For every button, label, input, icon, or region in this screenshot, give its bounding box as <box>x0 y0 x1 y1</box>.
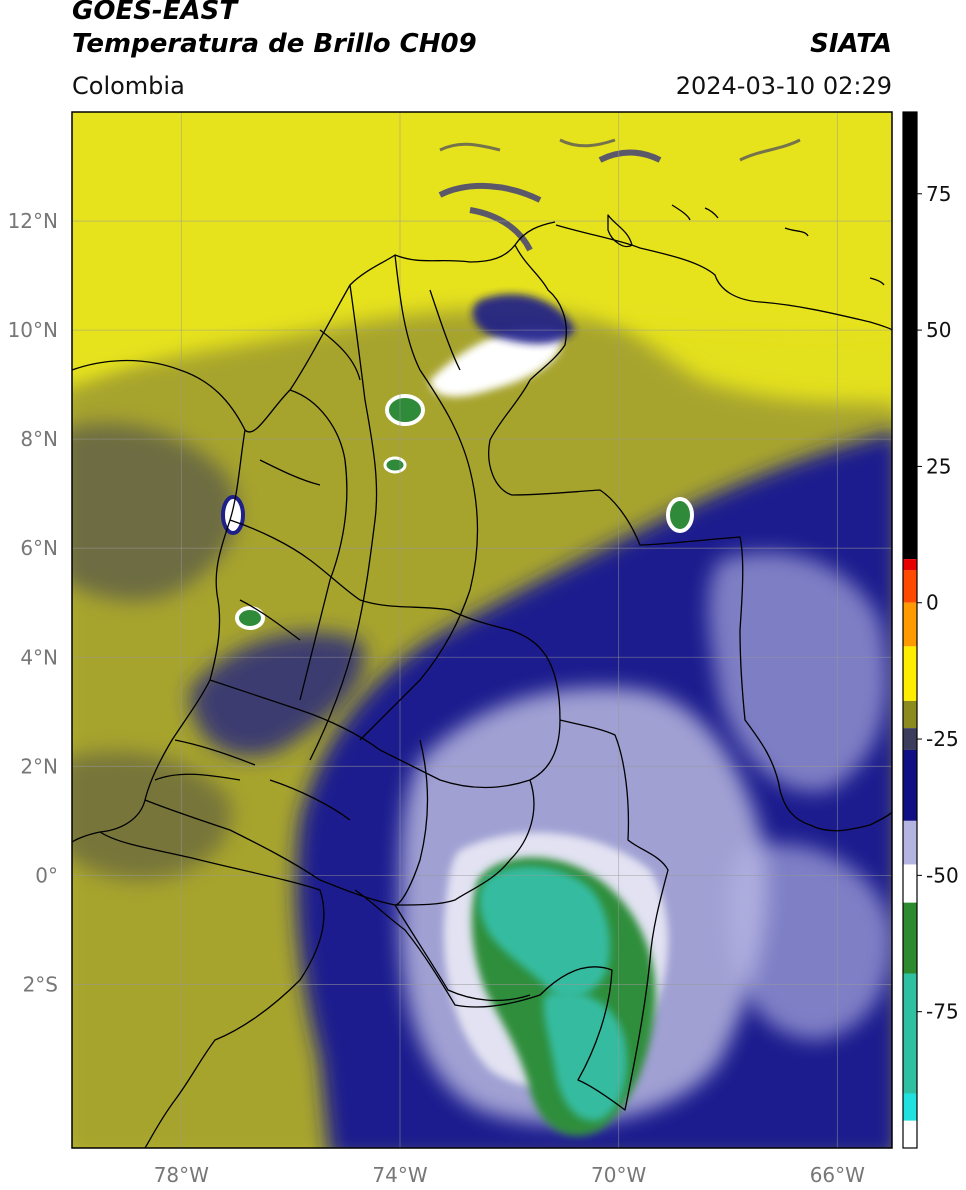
lat-tick-label: 4°N <box>20 645 58 669</box>
organization-label: SIATA <box>810 29 892 59</box>
colorbar-frame <box>902 111 918 1149</box>
lon-tick-label: 66°W <box>810 1163 865 1187</box>
lon-tick-label: 78°W <box>154 1163 209 1187</box>
border-internal-4 <box>209 679 561 789</box>
field-cold-blue-tongue <box>190 632 365 757</box>
field-caribbean-streaks <box>438 149 662 252</box>
field-cell-small-1 <box>383 456 407 474</box>
colorbar-segment <box>903 902 917 974</box>
field-cell-magdalena <box>385 394 425 426</box>
border-colombia-ecuador-peru <box>144 799 531 1002</box>
field-coldest-teal-south <box>543 992 628 1121</box>
border-internal-2 <box>359 254 479 741</box>
colorbar-segment <box>903 1093 917 1121</box>
colorbar-tick-label: -75 <box>926 1000 959 1024</box>
lat-tick-label: 2°S <box>23 972 58 996</box>
border-internal-5 <box>394 739 535 906</box>
field-yellow-north <box>72 112 892 378</box>
lon-tick-label: 74°W <box>372 1163 427 1187</box>
lat-tick-label: 8°N <box>20 427 58 451</box>
lat-tick-label: 6°N <box>20 536 58 560</box>
datetime-label: 2024-03-10 02:29 <box>675 72 892 100</box>
map-frame <box>71 111 893 1149</box>
lat-tick-label: 0° <box>35 863 58 887</box>
field-coldest-teal <box>479 866 610 999</box>
colorbar-segment <box>903 559 917 571</box>
product-satellite: GOES-EAST <box>72 0 238 26</box>
colorbar-tick-label: 50 <box>926 318 951 342</box>
field-cloud-tops-se <box>727 843 892 1040</box>
colorbar-segment <box>903 1120 917 1148</box>
brightness-temperature-field <box>72 112 892 1148</box>
border-internal-6 <box>239 289 461 641</box>
map-gridlines <box>72 112 892 1148</box>
colorbar-segment <box>903 112 917 560</box>
coastline-caribbean <box>72 221 892 433</box>
colorbar-segment <box>903 570 917 603</box>
colorbar-ticks: 75 50 25 0 -25 -50 -75 <box>917 182 959 1024</box>
coastline-islands <box>607 204 885 286</box>
colorbar-tick-label: -25 <box>926 727 959 751</box>
colorbar-segment <box>903 973 917 1094</box>
field-cell-pacific <box>235 606 265 630</box>
border-colombia-venezuela <box>488 379 892 832</box>
border-colombia-brazil <box>354 719 669 1111</box>
colorbar-segment <box>903 864 917 903</box>
field-dark-olive-pacific <box>72 752 232 880</box>
field-cell-choco <box>221 495 245 535</box>
field-dark-olive-bands <box>72 423 238 601</box>
region-label: Colombia <box>72 72 185 100</box>
colorbar-tick-label: -50 <box>926 863 959 887</box>
border-internal-3 <box>229 519 561 721</box>
field-cell-catatumbo-blue <box>472 294 575 344</box>
longitude-labels: 78°W 74°W 70°W 66°W <box>154 1163 865 1187</box>
colorbar-segment <box>903 728 917 750</box>
colorbar-tick-label: 75 <box>926 182 951 206</box>
colorbar-segment <box>903 602 917 647</box>
border-internal-1 <box>289 284 378 761</box>
colorbar-segment <box>903 700 917 729</box>
map-boundaries <box>72 204 892 1148</box>
border-internal-7 <box>154 739 351 821</box>
field-cell-catatumbo <box>430 327 562 397</box>
colorbar-tick-label: 25 <box>926 454 951 478</box>
field-cell-venezuela <box>666 497 694 533</box>
lat-tick-label: 2°N <box>20 754 58 778</box>
colorbar-segment <box>903 820 917 865</box>
colorbar-segment <box>903 646 917 701</box>
lon-tick-label: 70°W <box>591 1163 646 1187</box>
latitude-labels: 12°N 10°N 8°N 6°N 4°N 2°N 0° 2°S <box>8 209 58 996</box>
product-title: Temperatura de Brillo CH09 <box>72 29 477 59</box>
colorbar-segment <box>903 749 917 821</box>
lat-tick-label: 10°N <box>8 318 58 342</box>
lat-tick-label: 12°N <box>8 209 58 233</box>
field-caribbean-streaks-thin <box>439 138 801 162</box>
colorbar-tick-label: 0 <box>926 591 939 615</box>
colorbar <box>903 112 917 1148</box>
